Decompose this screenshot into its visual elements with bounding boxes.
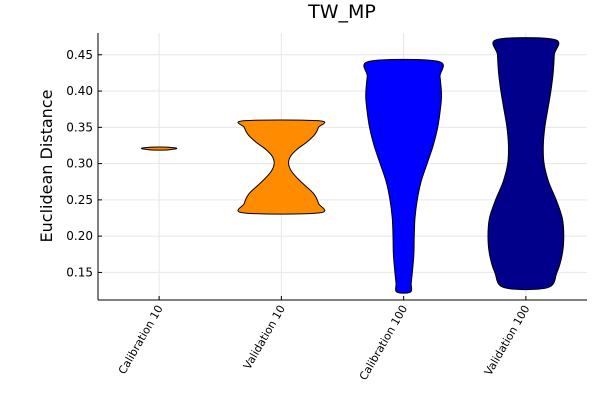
- y-tick-label-5: 0.40: [66, 84, 93, 98]
- y-ticks: 0.15 0.20 0.25 0.30 0.35 0.40 0.45: [66, 48, 102, 279]
- violin-2: [237, 119, 326, 215]
- chart-title: TW_MP: [307, 1, 376, 23]
- x-ticks: Calibration 10 Validation 10 Calibration 1…: [116, 296, 533, 383]
- y-tick-label-1: 0.20: [66, 229, 93, 243]
- x-tick-label-1: Validation 10: [241, 303, 288, 372]
- violin-1: [140, 146, 178, 151]
- x-tick-label-0: Calibration 10: [116, 303, 166, 376]
- axes: [97, 33, 587, 301]
- y-tick-label-2: 0.25: [66, 193, 93, 207]
- violin-4: [487, 37, 565, 291]
- x-tick-label-3: Validation 100: [482, 303, 533, 378]
- y-tick-label-4: 0.35: [66, 120, 93, 134]
- violin-3: [363, 58, 444, 294]
- y-tick-label-6: 0.45: [66, 48, 93, 62]
- y-tick-label-3: 0.30: [66, 157, 93, 171]
- y-tick-label-0: 0.15: [66, 265, 93, 279]
- x-tick-label-2: Calibration 100: [357, 303, 410, 383]
- y-axis-label: Euclidean Distance: [37, 90, 56, 243]
- violins: [140, 37, 565, 294]
